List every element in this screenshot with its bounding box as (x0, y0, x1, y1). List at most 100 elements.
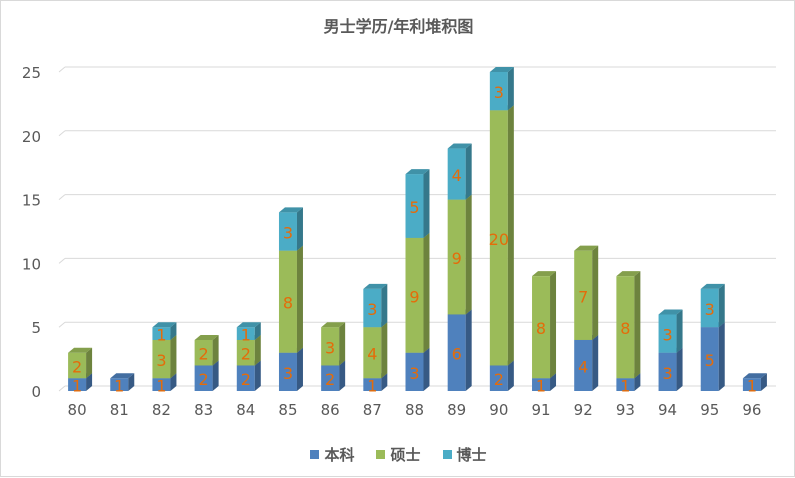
x-tick-label: 93 (616, 401, 635, 419)
x-tick-label: 81 (110, 401, 129, 419)
data-label: 2 (199, 370, 209, 389)
bar-segment-front (574, 250, 593, 340)
data-label: 4 (367, 345, 377, 364)
data-label: 4 (452, 166, 462, 185)
bar-segment-front (489, 72, 508, 111)
bar-segment-side (718, 283, 725, 328)
data-label: 3 (494, 83, 504, 102)
bar-segment-side (296, 245, 303, 353)
bar-segment-side (465, 309, 472, 391)
data-label: 1 (156, 377, 166, 396)
bar-segment-top (489, 67, 514, 72)
bar-segment-top (278, 207, 303, 213)
bar-segment-front (489, 110, 508, 366)
x-tick-label: 87 (363, 401, 382, 419)
gridline-diag (58, 385, 66, 392)
bar-segment-front (405, 352, 424, 391)
chart-title: 男士学历/年利堆积图 (323, 17, 474, 36)
bar-segment-top (194, 334, 219, 340)
bar-segment-front (236, 339, 255, 366)
bar-segment-front (363, 288, 382, 328)
bar-segment-side (212, 334, 219, 366)
bar-segment-front (658, 314, 677, 353)
data-label: 1 (747, 377, 757, 396)
bar-segment-front (405, 174, 424, 238)
bar-segment-top (321, 322, 346, 328)
bar-segment-top (110, 373, 135, 379)
bar-segment-front (447, 199, 466, 315)
legend-item-bachelor: 本科 (310, 444, 354, 465)
bar-segment-side (296, 347, 303, 391)
bar-segment-side (128, 373, 135, 391)
bar-segment-front (742, 378, 761, 391)
legend-label: 博士 (456, 446, 487, 464)
data-label: 5 (409, 198, 419, 217)
bar-segment-front (152, 339, 171, 379)
data-label: 20 (489, 230, 509, 249)
bar-segment-front (447, 148, 466, 200)
bar-segment-side (465, 143, 472, 200)
bar-segment-front (405, 237, 424, 353)
bar-segment-side (339, 360, 346, 391)
data-label: 3 (325, 338, 335, 357)
bar-segment-side (423, 169, 430, 238)
bar-segment-side (170, 334, 177, 379)
bar-segment-front (278, 212, 297, 251)
bar-segment-front (532, 276, 551, 379)
bar-segment-side (676, 347, 683, 391)
bar-segment-front (700, 327, 719, 391)
bar-segment-front (489, 365, 508, 391)
x-tick-label: 92 (574, 401, 593, 419)
bar-segment-top (236, 322, 261, 328)
bar-segment-front (236, 365, 255, 391)
bar-segment-side (170, 322, 177, 340)
data-label: 1 (241, 326, 251, 345)
bar-segment-top (447, 143, 472, 149)
data-label: 3 (367, 300, 377, 319)
bar-segment-front (278, 250, 297, 353)
data-label: 2 (72, 357, 82, 376)
data-label: 1 (536, 377, 546, 396)
data-label: 5 (705, 351, 715, 370)
bar-segment-front (447, 314, 466, 391)
bar-segment-side (507, 105, 514, 366)
gridline-diag (58, 321, 66, 328)
x-tick-label: 86 (321, 401, 340, 419)
data-label: 9 (452, 249, 462, 268)
gridline-diag (58, 194, 66, 200)
bar-segment-front (68, 378, 87, 391)
bar-segment-side (550, 271, 557, 379)
bar-segment-side (634, 373, 641, 391)
data-label: 6 (452, 345, 462, 364)
x-tick-label: 84 (236, 401, 255, 419)
bar-segment-side (592, 245, 599, 340)
bar-segment-front (574, 339, 593, 391)
bar-segment-front (700, 288, 719, 328)
legend: 本科 硕士 博士 (1, 444, 795, 465)
bar-segment-side (507, 67, 514, 111)
bar-segment-side (254, 334, 261, 366)
bar-segment-front (194, 339, 213, 366)
bar-segment-top (574, 245, 599, 251)
data-label: 3 (156, 351, 166, 370)
bar-segment-side (676, 309, 683, 353)
data-label: 1 (72, 377, 82, 396)
bar-segment-side (86, 347, 93, 379)
y-tick-label: 25 (22, 64, 41, 82)
x-tick-label: 94 (658, 401, 677, 419)
y-tick-label: 10 (22, 255, 41, 273)
data-label: 7 (578, 287, 588, 306)
bar-segment-front (616, 378, 635, 391)
bar-segment-top (68, 347, 93, 353)
x-tick-label: 91 (531, 401, 550, 419)
x-tick-label: 83 (194, 401, 213, 419)
data-label: 2 (199, 345, 209, 364)
bar-segment-side (423, 232, 430, 353)
x-tick-label: 96 (742, 401, 761, 419)
bar-segment-front (152, 327, 171, 340)
bar-segment-side (170, 373, 177, 391)
bar-segment-top (700, 283, 725, 289)
bar-segment-side (86, 373, 93, 391)
data-label: 3 (283, 224, 293, 243)
